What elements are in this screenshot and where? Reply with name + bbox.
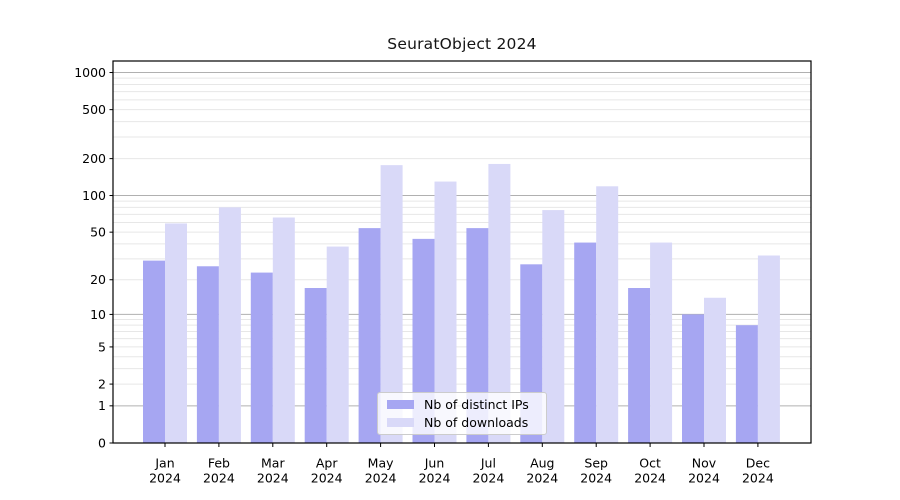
bar-sep-downloads [596,186,619,443]
bar-mar-downloads [272,217,295,443]
bar-jun-distinct-ips [412,238,435,443]
x-tick-label-year: 2024 [688,471,720,486]
x-tick-label-year: 2024 [526,471,558,486]
legend: Nb of distinct IPs Nb of downloads [377,392,547,435]
bar-mar-distinct-ips [250,272,273,443]
x-tick-label-month: Mar [261,456,285,471]
x-tick-label-year: 2024 [311,471,343,486]
legend-swatch-distinct-ips [387,399,414,410]
x-tick-label-month: Sep [584,456,608,471]
x-tick-label-year: 2024 [634,471,666,486]
x-tick-label-month: Aug [530,456,554,471]
bar-jan-downloads [165,223,187,443]
y-tick-label: 10 [90,307,106,322]
x-tick-label-year: 2024 [257,471,289,486]
y-tick-label: 0 [98,435,106,450]
x-tick-label-month: May [368,456,394,471]
bar-oct-downloads [650,242,673,443]
x-tick-label-month: Feb [208,456,230,471]
y-tick-label: 2 [98,376,106,391]
bar-jul-downloads [488,163,511,443]
bar-apr-distinct-ips [304,288,327,443]
bar-dec-downloads [757,255,780,443]
x-tick-label-year: 2024 [580,471,612,486]
bar-feb-distinct-ips [196,266,219,443]
bar-jun-downloads [434,181,457,443]
bar-may-downloads [380,165,403,444]
bar-aug-downloads [542,210,565,443]
x-tick-label-year: 2024 [419,471,451,486]
bar-oct-distinct-ips [628,288,651,443]
x-tick-label-month: Nov [692,456,717,471]
y-tick-label: 500 [82,102,106,117]
plot-border [112,60,812,444]
bar-nov-distinct-ips [682,314,704,443]
y-tick-label: 50 [90,225,106,240]
bar-jan-distinct-ips [143,260,165,443]
x-tick-label-month: Oct [639,456,661,471]
y-tick-label: 5 [98,339,106,354]
legend-swatch-downloads [387,417,414,428]
x-tick-label-month: Dec [746,456,770,471]
y-tick-label: 20 [90,272,106,287]
x-tick-label-month: Apr [316,456,338,471]
y-tick-label: 100 [82,188,106,203]
bar-dec-distinct-ips [735,325,758,443]
x-tick-label-month: Jan [154,456,174,471]
x-tick-label-year: 2024 [365,471,397,486]
bar-jul-distinct-ips [466,228,489,443]
x-tick-label-month: Jun [424,456,445,471]
bar-apr-downloads [326,246,349,443]
legend-item-distinct-ips: Nb of distinct IPs [387,396,546,413]
y-tick-label: 200 [82,151,106,166]
bar-nov-downloads [704,297,726,443]
x-tick-label-year: 2024 [203,471,235,486]
bar-sep-distinct-ips [574,242,597,443]
legend-label-downloads: Nb of downloads [424,415,529,430]
y-tick-label: 1000 [74,65,106,80]
bar-feb-downloads [218,207,241,443]
legend-item-downloads: Nb of downloads [387,414,546,431]
legend-label-distinct-ips: Nb of distinct IPs [424,397,529,412]
x-tick-label-year: 2024 [149,471,181,486]
x-tick-label-year: 2024 [472,471,504,486]
chart-title: SeuratObject 2024 [387,35,537,53]
bar-may-distinct-ips [358,228,381,443]
x-tick-label-year: 2024 [742,471,774,486]
x-tick-label-month: Jul [480,456,496,471]
y-tick-label: 1 [98,398,106,413]
